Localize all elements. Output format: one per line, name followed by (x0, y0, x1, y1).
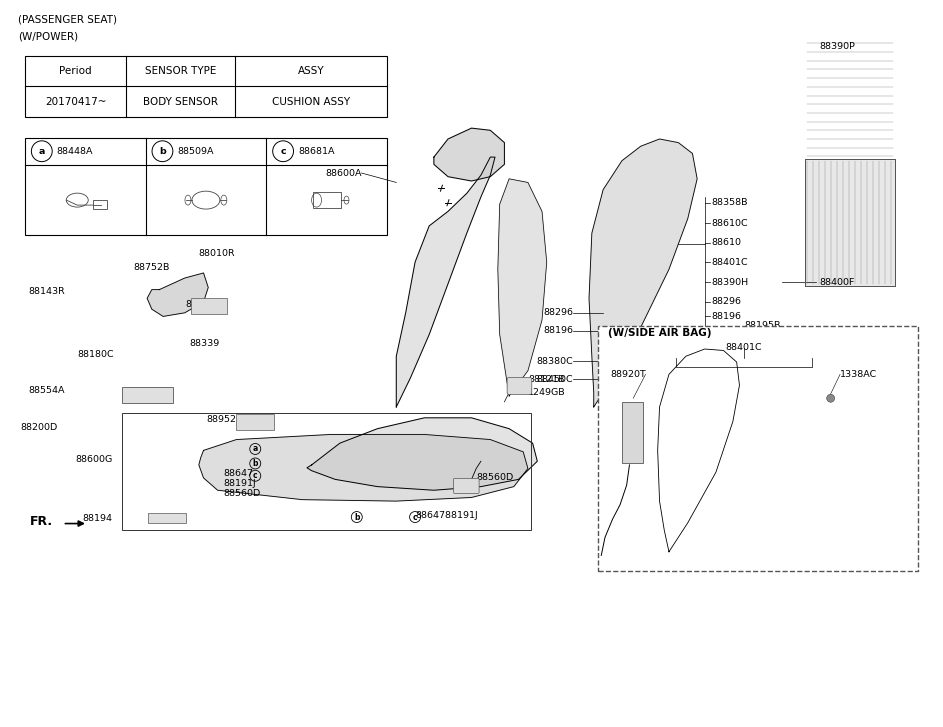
Text: 88752B: 88752B (133, 263, 170, 273)
Text: b: b (159, 147, 166, 156)
Text: 88522A: 88522A (186, 300, 223, 309)
Text: 88200D: 88200D (21, 422, 58, 432)
Text: c: c (413, 513, 418, 521)
Polygon shape (657, 349, 739, 552)
Text: 88610C: 88610C (711, 219, 748, 228)
Text: 88143R: 88143R (28, 286, 65, 296)
Polygon shape (199, 435, 528, 501)
Text: 88196: 88196 (711, 312, 741, 321)
Bar (312, 192, 340, 208)
Text: 88121B: 88121B (528, 375, 564, 384)
Text: b: b (253, 459, 258, 468)
Text: 1338AC: 1338AC (840, 370, 877, 379)
Text: 88448A: 88448A (57, 147, 93, 156)
Text: 88681A: 88681A (298, 147, 335, 156)
Polygon shape (498, 179, 547, 396)
Text: 88010R: 88010R (199, 249, 236, 258)
Bar (599, 326, 918, 571)
Text: c: c (253, 471, 257, 481)
Text: 88560D: 88560D (476, 473, 513, 483)
Polygon shape (147, 273, 208, 316)
Text: 88194: 88194 (82, 514, 112, 523)
Text: FR.: FR. (29, 515, 53, 528)
Text: 88195B: 88195B (744, 321, 781, 330)
Bar (25, 56, 387, 117)
Polygon shape (589, 139, 697, 407)
Bar (191, 298, 227, 314)
Text: 88560D: 88560D (223, 489, 260, 499)
Text: 1249GB: 1249GB (528, 388, 566, 397)
Text: CUSHION ASSY: CUSHION ASSY (272, 97, 350, 107)
Bar (122, 413, 531, 530)
Text: 88339: 88339 (190, 340, 220, 348)
Text: 88390H: 88390H (711, 278, 749, 287)
Text: 88196: 88196 (543, 326, 573, 335)
Text: ASSY: ASSY (298, 66, 324, 76)
Bar (122, 387, 174, 403)
Text: (W/SIDE AIR BAG): (W/SIDE AIR BAG) (608, 328, 711, 338)
Text: 88401C: 88401C (726, 343, 763, 352)
Bar (805, 159, 895, 286)
Bar (25, 137, 387, 236)
Text: Period: Period (59, 66, 91, 76)
Text: 88401C: 88401C (711, 257, 748, 267)
Text: 88400F: 88400F (819, 278, 854, 287)
Text: c: c (280, 147, 286, 156)
Text: 88180C: 88180C (77, 350, 114, 359)
FancyBboxPatch shape (507, 377, 532, 395)
Text: 20170417~: 20170417~ (45, 97, 107, 107)
Text: 88191J: 88191J (223, 479, 256, 489)
Text: b: b (354, 513, 359, 521)
Bar (622, 402, 642, 463)
Text: 8864788191J: 8864788191J (415, 511, 478, 520)
Text: a: a (39, 147, 45, 156)
FancyBboxPatch shape (454, 478, 479, 494)
Bar (237, 414, 274, 430)
Polygon shape (396, 157, 495, 407)
Text: 88358B: 88358B (711, 198, 748, 207)
Text: 88554A: 88554A (29, 386, 65, 395)
Text: 88296: 88296 (543, 308, 573, 317)
Text: (W/POWER): (W/POWER) (18, 32, 78, 42)
Polygon shape (434, 128, 505, 181)
Text: 88920T: 88920T (611, 370, 646, 379)
Text: 88509A: 88509A (177, 147, 214, 156)
Text: a: a (253, 444, 257, 454)
Text: 88450C: 88450C (537, 375, 573, 384)
Bar (93, 200, 108, 209)
Text: 88380C: 88380C (537, 357, 573, 366)
Circle shape (827, 394, 835, 402)
Text: (PASSENGER SEAT): (PASSENGER SEAT) (18, 15, 117, 25)
Bar (805, 159, 895, 286)
Text: 88600A: 88600A (325, 169, 361, 177)
Text: BODY SENSOR: BODY SENSOR (143, 97, 218, 107)
Text: 88647: 88647 (223, 469, 254, 478)
Bar (148, 513, 186, 523)
Text: 88390P: 88390P (819, 41, 855, 51)
Polygon shape (307, 418, 538, 490)
Text: 88952: 88952 (207, 415, 237, 424)
Text: 88600G: 88600G (75, 454, 112, 464)
Text: 88296: 88296 (711, 297, 741, 307)
Text: 88610: 88610 (711, 238, 741, 247)
Text: SENSOR TYPE: SENSOR TYPE (145, 66, 216, 76)
